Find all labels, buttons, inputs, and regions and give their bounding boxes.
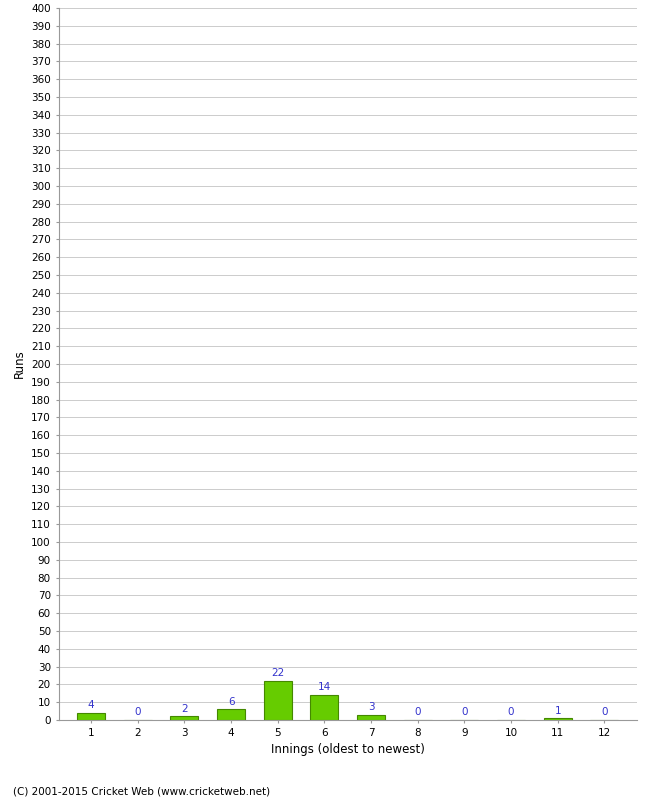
Text: 0: 0 [508,707,514,718]
Text: 3: 3 [368,702,374,712]
Text: (C) 2001-2015 Cricket Web (www.cricketweb.net): (C) 2001-2015 Cricket Web (www.cricketwe… [13,786,270,796]
Text: 6: 6 [227,697,235,706]
Bar [264,681,292,720]
Text: 0: 0 [601,707,608,718]
Y-axis label: Runs: Runs [12,350,25,378]
Text: 0: 0 [461,707,467,718]
Bar [170,717,198,720]
Text: 4: 4 [88,700,94,710]
Text: 14: 14 [318,682,331,693]
Text: 0: 0 [415,707,421,718]
Text: 0: 0 [135,707,141,718]
Bar [357,714,385,720]
Bar [543,718,572,720]
Text: 2: 2 [181,704,188,714]
Bar [77,713,105,720]
X-axis label: Innings (oldest to newest): Innings (oldest to newest) [271,743,424,756]
Text: 22: 22 [271,668,285,678]
Text: 1: 1 [554,706,561,715]
Bar [311,695,339,720]
Bar [217,710,245,720]
